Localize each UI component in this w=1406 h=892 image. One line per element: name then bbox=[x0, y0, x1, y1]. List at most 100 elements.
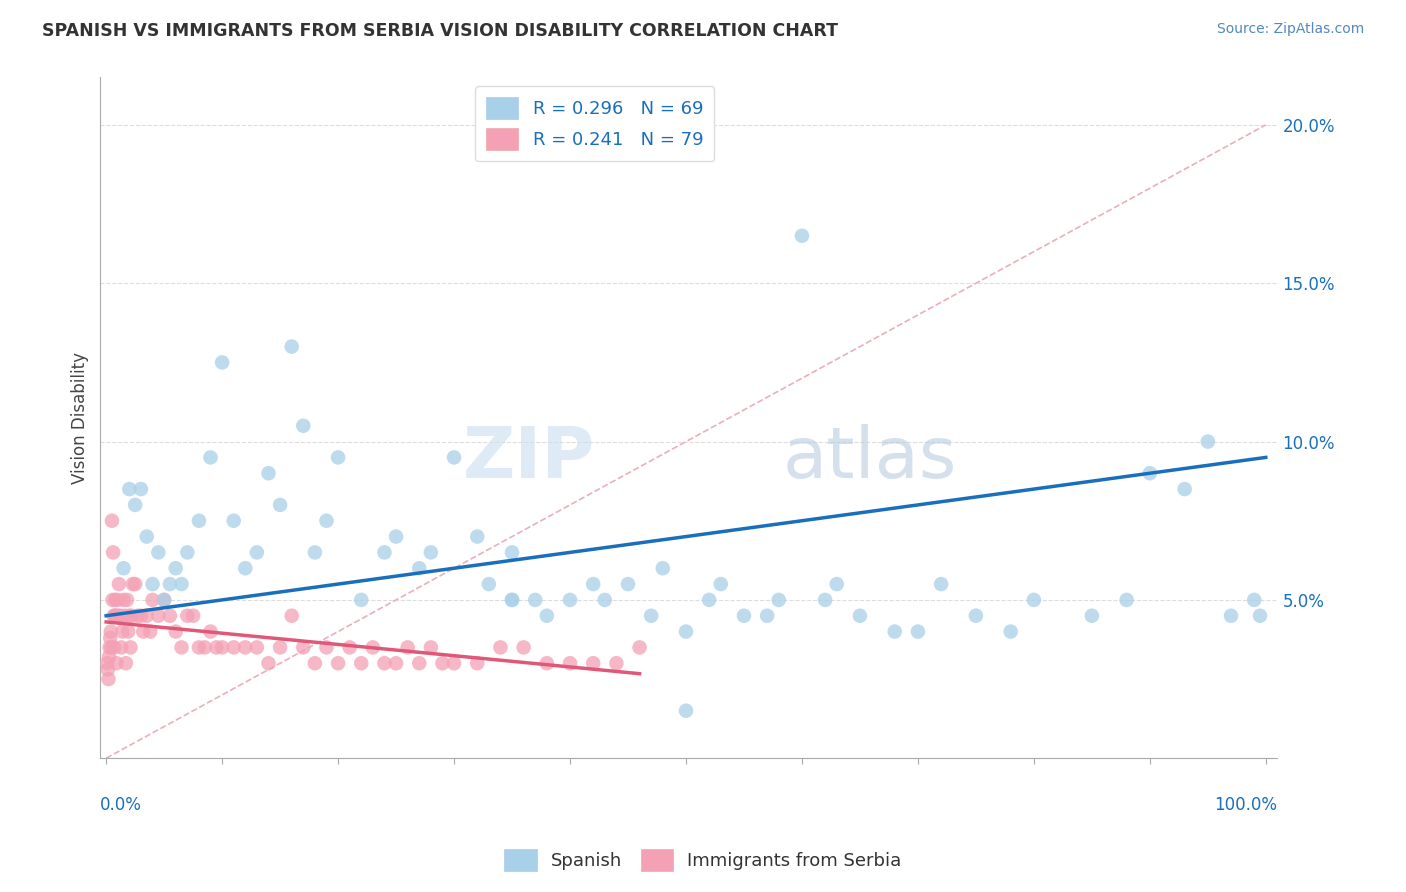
Point bbox=[443, 450, 465, 465]
Point bbox=[419, 545, 441, 559]
Point bbox=[582, 657, 605, 671]
Point bbox=[1115, 593, 1137, 607]
Point bbox=[675, 624, 697, 639]
Point bbox=[558, 657, 581, 671]
Point bbox=[105, 608, 128, 623]
Point bbox=[153, 593, 176, 607]
Point bbox=[112, 561, 135, 575]
Point bbox=[965, 608, 987, 623]
Point bbox=[280, 340, 302, 354]
Point bbox=[697, 593, 720, 607]
Point bbox=[501, 545, 523, 559]
Point bbox=[148, 608, 170, 623]
Point bbox=[501, 593, 523, 607]
Point bbox=[97, 672, 120, 686]
Legend: Spanish, Immigrants from Serbia: Spanish, Immigrants from Serbia bbox=[498, 842, 908, 879]
Text: 100.0%: 100.0% bbox=[1215, 797, 1278, 814]
Legend: R = 0.296   N = 69, R = 0.241   N = 79: R = 0.296 N = 69, R = 0.241 N = 79 bbox=[475, 87, 714, 161]
Point bbox=[187, 514, 209, 528]
Point bbox=[849, 608, 872, 623]
Point bbox=[269, 640, 291, 655]
Point bbox=[304, 545, 326, 559]
Point bbox=[104, 608, 127, 623]
Point bbox=[478, 577, 501, 591]
Point bbox=[141, 577, 163, 591]
Point bbox=[907, 624, 929, 639]
Y-axis label: Vision Disability: Vision Disability bbox=[72, 351, 89, 483]
Point bbox=[100, 624, 122, 639]
Point bbox=[385, 657, 408, 671]
Point bbox=[790, 228, 813, 243]
Point bbox=[883, 624, 905, 639]
Point bbox=[110, 640, 132, 655]
Point bbox=[141, 593, 163, 607]
Point bbox=[108, 608, 131, 623]
Point bbox=[222, 514, 245, 528]
Point bbox=[465, 657, 488, 671]
Point bbox=[135, 530, 157, 544]
Point bbox=[127, 608, 149, 623]
Point bbox=[194, 640, 217, 655]
Text: ZIP: ZIP bbox=[463, 425, 595, 493]
Point bbox=[1000, 624, 1022, 639]
Point bbox=[246, 545, 269, 559]
Point bbox=[640, 608, 662, 623]
Point bbox=[733, 608, 755, 623]
Point bbox=[315, 640, 337, 655]
Point bbox=[111, 624, 134, 639]
Point bbox=[373, 545, 395, 559]
Point bbox=[558, 593, 581, 607]
Point bbox=[292, 640, 315, 655]
Point bbox=[710, 577, 733, 591]
Point bbox=[121, 577, 143, 591]
Point bbox=[350, 593, 373, 607]
Point bbox=[350, 657, 373, 671]
Point bbox=[675, 704, 697, 718]
Point bbox=[181, 608, 204, 623]
Point bbox=[135, 608, 157, 623]
Point bbox=[326, 450, 349, 465]
Point bbox=[361, 640, 384, 655]
Point bbox=[124, 577, 146, 591]
Point bbox=[200, 624, 222, 639]
Point bbox=[1081, 608, 1104, 623]
Point bbox=[105, 657, 128, 671]
Point bbox=[489, 640, 512, 655]
Point bbox=[222, 640, 245, 655]
Point bbox=[1243, 593, 1265, 607]
Point bbox=[396, 640, 419, 655]
Point bbox=[101, 545, 124, 559]
Point bbox=[101, 514, 124, 528]
Point bbox=[187, 640, 209, 655]
Point bbox=[605, 657, 627, 671]
Point bbox=[512, 640, 534, 655]
Point bbox=[165, 561, 187, 575]
Text: SPANISH VS IMMIGRANTS FROM SERBIA VISION DISABILITY CORRELATION CHART: SPANISH VS IMMIGRANTS FROM SERBIA VISION… bbox=[42, 22, 838, 40]
Point bbox=[159, 577, 181, 591]
Point bbox=[315, 514, 337, 528]
Point bbox=[118, 608, 141, 623]
Point bbox=[257, 467, 280, 481]
Point bbox=[385, 530, 408, 544]
Point bbox=[628, 640, 651, 655]
Point bbox=[129, 482, 152, 496]
Point bbox=[101, 593, 124, 607]
Point bbox=[159, 608, 181, 623]
Point bbox=[176, 545, 198, 559]
Point bbox=[107, 608, 129, 623]
Point bbox=[339, 640, 361, 655]
Point bbox=[148, 545, 170, 559]
Point bbox=[617, 577, 640, 591]
Point bbox=[100, 640, 122, 655]
Point bbox=[114, 608, 136, 623]
Point bbox=[1220, 608, 1243, 623]
Point bbox=[96, 657, 118, 671]
Point bbox=[246, 640, 269, 655]
Point bbox=[292, 418, 315, 433]
Point bbox=[326, 657, 349, 671]
Point bbox=[929, 577, 952, 591]
Point bbox=[582, 577, 605, 591]
Point bbox=[465, 530, 488, 544]
Point bbox=[200, 450, 222, 465]
Point bbox=[814, 593, 837, 607]
